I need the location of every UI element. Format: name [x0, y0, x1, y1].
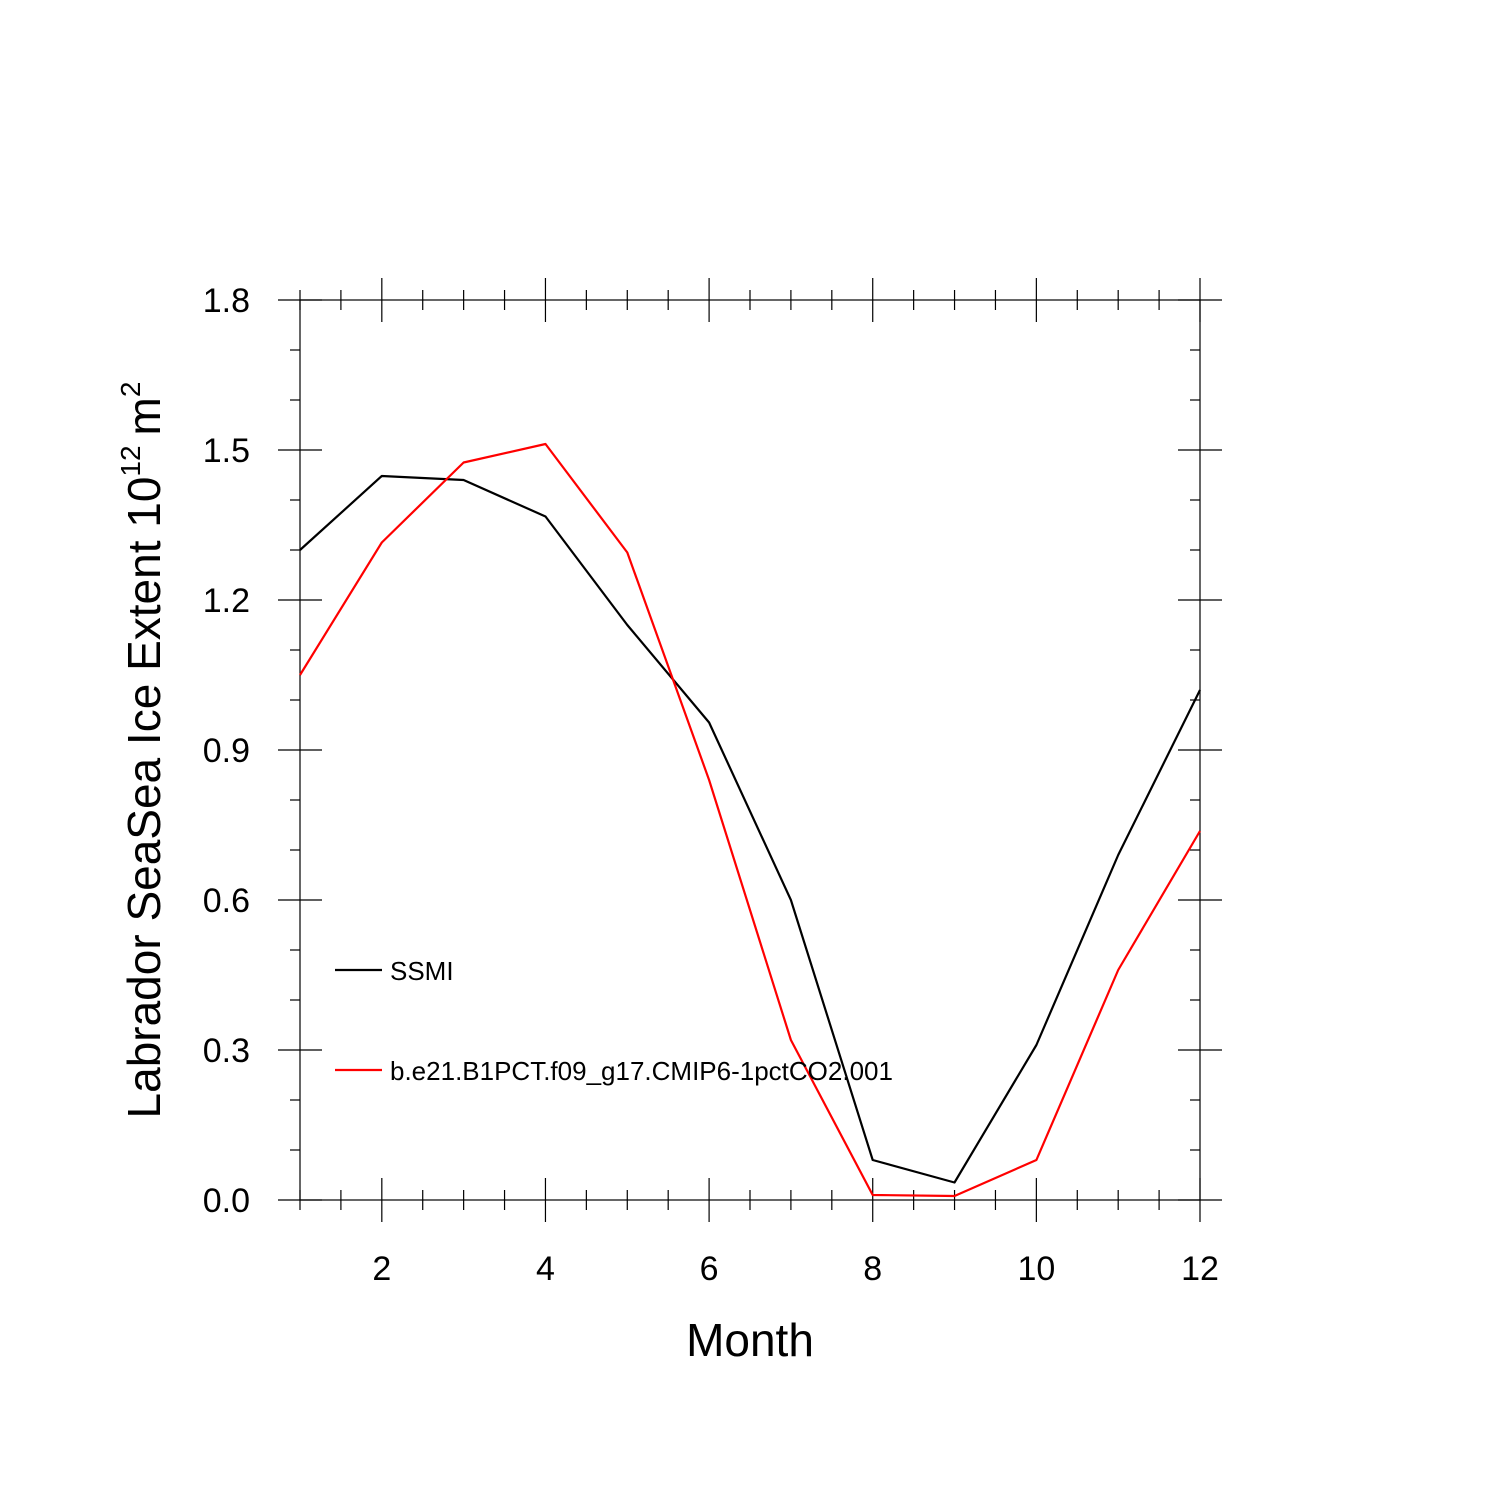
x-tick-label: 6 — [700, 1250, 719, 1288]
x-tick-label: 2 — [372, 1250, 391, 1288]
y-axis-title-exponent: 12 — [115, 445, 146, 476]
axis-tick-labels: 2 4 6 8 10 12 0.0 0.3 0.6 0.9 1.2 1.5 1.8 — [203, 282, 1219, 1288]
y-axis-title-main: Labrador SeaSea Ice Extent 10 — [118, 477, 170, 1119]
y-tick-label: 0.9 — [203, 732, 250, 770]
x-tick-label: 4 — [536, 1250, 555, 1288]
y-tick-label: 1.2 — [203, 582, 250, 620]
series-line-ssmi — [299, 474, 1201, 1184]
data-series — [299, 442, 1201, 1198]
y-axis-title-unit: m — [118, 397, 170, 435]
y-tick-label: 1.8 — [203, 282, 250, 320]
x-tick-label: 8 — [863, 1250, 882, 1288]
y-tick-label: 0.3 — [203, 1032, 250, 1070]
x-tick-label: 12 — [1181, 1250, 1219, 1288]
axis-ticks — [278, 278, 1222, 1222]
legend: SSMI b.e21.B1PCT.f09_g17.CMIP6-1pctCO2.00… — [335, 956, 893, 1086]
y-tick-label: 1.5 — [203, 432, 250, 470]
legend-label: SSMI — [390, 956, 454, 986]
x-axis-title: Month — [686, 1314, 814, 1366]
legend-label: b.e21.B1PCT.f09_g17.CMIP6-1pctCO2.001 — [390, 1056, 893, 1086]
y-axis-title-unit-exponent: 2 — [115, 382, 146, 398]
x-tick-label: 10 — [1017, 1250, 1055, 1288]
series-line-model — [299, 442, 1201, 1198]
y-tick-label: 0.6 — [203, 882, 250, 920]
y-axis-title: Labrador SeaSea Ice Extent 1012 m2 — [115, 382, 170, 1119]
y-tick-label: 0.0 — [203, 1182, 250, 1220]
